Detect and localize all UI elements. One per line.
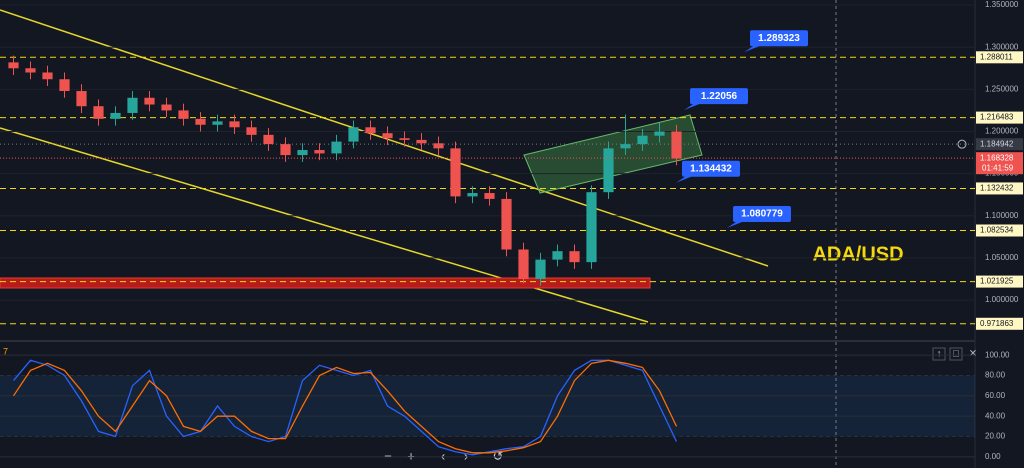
- candle-body: [450, 148, 461, 197]
- candle-body: [637, 135, 648, 145]
- callout-label: 1.134432: [690, 163, 732, 174]
- candle-body: [25, 68, 36, 73]
- candle-body: [365, 127, 376, 134]
- candle-body: [620, 144, 631, 149]
- candle-body: [263, 134, 274, 145]
- indicator-tick-label: 0.00: [985, 452, 1001, 461]
- zoom-out[interactable]: −: [384, 448, 392, 463]
- countdown: 01:41:59: [982, 163, 1014, 172]
- indicator-tick-label: 20.00: [985, 432, 1006, 441]
- candle-body: [161, 104, 172, 111]
- button[interactable]: [932, 347, 946, 361]
- candle-body: [331, 141, 342, 154]
- candle-body: [535, 259, 546, 279]
- level-label: 1.132432: [980, 184, 1014, 193]
- y-tick-label: 1.300000: [985, 42, 1019, 51]
- candle-body: [416, 139, 427, 144]
- callout-box: [690, 88, 748, 105]
- scroll-left[interactable]: ‹: [441, 448, 445, 463]
- candle-body: [229, 121, 240, 128]
- zoom-in[interactable]: +: [407, 448, 415, 463]
- y-tick-label: 1.200000: [985, 127, 1019, 136]
- candle-body: [246, 127, 257, 135]
- indicator-line: [13, 359, 678, 456]
- support-zone: [0, 277, 651, 289]
- callout-box: [733, 205, 791, 222]
- level-label: 1.021925: [980, 277, 1014, 286]
- toolbar: − + ‹ › ↺: [384, 448, 503, 463]
- candle-body: [518, 249, 529, 279]
- y-tick-label: 1.050000: [985, 253, 1019, 262]
- panel-buttons: ↑ □ ✕: [932, 347, 977, 361]
- candle-body: [42, 72, 53, 80]
- y-tick-label: 1.250000: [985, 84, 1019, 93]
- level-label: 1.288011: [980, 52, 1013, 61]
- callout-box: [750, 30, 808, 47]
- button-icon[interactable]: ✕: [969, 349, 977, 360]
- y-tick-label: 1.100000: [985, 211, 1019, 220]
- indicator-line: [12, 359, 678, 454]
- candle-body: [127, 97, 138, 113]
- candle-body: [603, 148, 614, 193]
- button-icon: ↑: [937, 349, 942, 360]
- candle-body: [399, 138, 410, 140]
- level-tag: [976, 111, 1023, 124]
- candle-body: [195, 118, 206, 125]
- candle-body: [654, 131, 665, 136]
- candle-body: [586, 192, 597, 263]
- candle-body: [212, 121, 223, 125]
- level-tag: [976, 224, 1023, 237]
- candle-body: [314, 150, 325, 154]
- candle-body: [552, 251, 563, 260]
- indicator-tick-label: 40.00: [985, 411, 1006, 420]
- level-tag: [976, 182, 1023, 195]
- candle-body: [484, 193, 495, 199]
- indicator-tick-label: 80.00: [985, 371, 1006, 380]
- last-price-label: 1.184942: [980, 139, 1014, 148]
- level-label: 1.216483: [980, 113, 1014, 122]
- candle-body: [467, 193, 478, 197]
- y-tick-label: 1.350000: [985, 0, 1019, 9]
- candle-body: [348, 127, 359, 142]
- level-tag: [976, 51, 1023, 64]
- indicator-label: 7: [3, 346, 8, 356]
- level-tag: [976, 275, 1023, 288]
- reset[interactable]: ↺: [493, 448, 504, 463]
- candle-body: [280, 144, 291, 156]
- callout-label: 1.080779: [741, 209, 783, 220]
- pair-title: ADA/USD: [812, 243, 903, 265]
- candle-body: [93, 106, 104, 119]
- level-tag: [976, 317, 1023, 330]
- callout-label: 1.22056: [701, 91, 738, 102]
- candle-body: [382, 133, 393, 139]
- candle-body: [433, 143, 444, 149]
- crosshair-button[interactable]: [957, 139, 967, 149]
- scroll-right[interactable]: ›: [464, 448, 468, 463]
- candle-body: [178, 110, 189, 119]
- current-price-tag: [976, 152, 1023, 175]
- button-icon: □: [953, 349, 959, 360]
- indicator-tick-label: 100.00: [985, 350, 1010, 359]
- candle-body: [59, 79, 70, 92]
- current-price-label: 1.168328: [980, 153, 1014, 162]
- level-label: 1.082534: [980, 226, 1014, 235]
- last-price-tag: [976, 138, 1023, 151]
- candle-body: [144, 97, 155, 105]
- button[interactable]: [949, 347, 963, 361]
- callout-box: [682, 160, 740, 177]
- candle-body: [569, 251, 580, 263]
- candle-body: [76, 91, 87, 107]
- indicator-tick-label: 60.00: [985, 391, 1006, 400]
- candle-body: [501, 198, 512, 250]
- candle-body: [8, 62, 19, 69]
- candle-body: [671, 131, 682, 159]
- candle-body: [297, 150, 308, 156]
- level-label: 0.971863: [980, 319, 1014, 328]
- trend-line: [0, 127, 649, 323]
- candle-body: [110, 112, 121, 119]
- callout-label: 1.289323: [758, 33, 800, 44]
- y-tick-label: 1.000000: [985, 295, 1019, 304]
